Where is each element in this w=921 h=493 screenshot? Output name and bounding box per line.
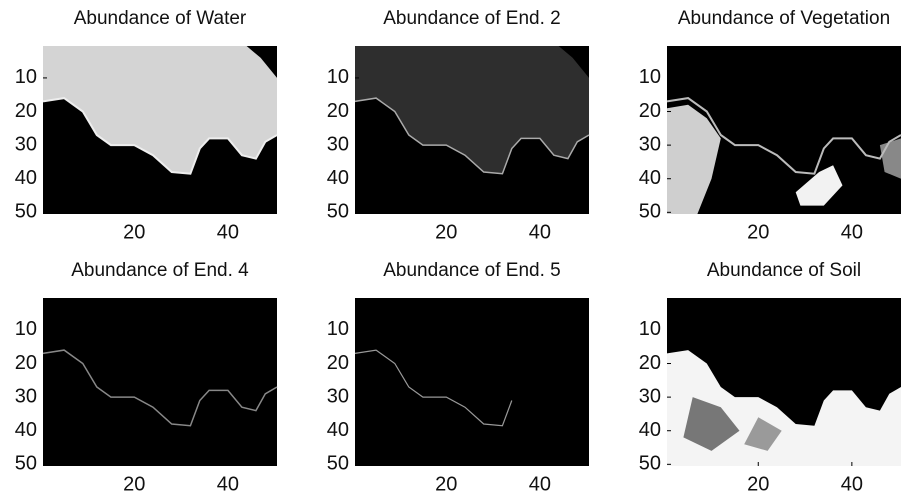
x-tick-label: 20 — [123, 221, 145, 243]
abundance-edge — [42, 349, 278, 427]
abundance-edge — [354, 349, 513, 427]
y-tick-label: 50 — [639, 201, 661, 223]
panel: Abundance of Soil 10 20 30 40 50 20 40 — [639, 260, 901, 493]
panel-title: Abundance of End. 2 — [383, 8, 560, 29]
x-tick-label: 40 — [529, 221, 551, 243]
x-tick-label: 40 — [217, 473, 239, 493]
y-tick-label: 20 — [15, 352, 37, 374]
y-tick-label: 10 — [639, 318, 661, 340]
y-tick-label: 40 — [639, 419, 661, 441]
abundance-region — [43, 46, 277, 174]
y-tick-label: 20 — [327, 352, 349, 374]
x-tick-label: 20 — [435, 473, 457, 493]
panel: Abundance of End. 4 10 20 30 40 50 20 40 — [15, 260, 278, 493]
x-tick-label: 40 — [841, 473, 863, 493]
panel-title: Abundance of End. 5 — [383, 260, 560, 281]
abundance-region — [355, 46, 589, 174]
panel-title: Abundance of Water — [74, 8, 247, 29]
abundance-edge — [42, 97, 278, 175]
x-tick-label: 40 — [529, 473, 551, 493]
x-tick-label: 40 — [841, 221, 863, 243]
y-tick-label: 20 — [639, 352, 661, 374]
y-tick-label: 30 — [639, 385, 661, 407]
y-tick-label: 20 — [639, 100, 661, 122]
y-tick-label: 50 — [327, 201, 349, 223]
y-tick-label: 20 — [15, 100, 37, 122]
abundance-region — [683, 397, 740, 451]
abundance-edge — [666, 97, 902, 175]
y-tick-label: 10 — [639, 66, 661, 88]
abundance-edge — [354, 97, 590, 175]
y-tick-label: 50 — [639, 453, 661, 475]
panel: Abundance of End. 5 10 20 30 40 50 20 40 — [327, 260, 589, 493]
abundance-region — [795, 165, 843, 206]
panel-title: Abundance of Vegetation — [678, 8, 890, 29]
y-tick-label: 10 — [327, 318, 349, 340]
y-tick-label: 30 — [639, 133, 661, 155]
x-tick-label: 20 — [123, 473, 145, 493]
y-tick-label: 40 — [15, 167, 37, 189]
y-tick-label: 40 — [327, 419, 349, 441]
panel: Abundance of Vegetation 10 20 30 40 50 20 40 — [639, 8, 902, 243]
panel-title: Abundance of End. 4 — [71, 260, 249, 281]
y-tick-label: 50 — [15, 453, 37, 475]
x-tick-label: 20 — [435, 221, 457, 243]
y-tick-label: 30 — [15, 133, 37, 155]
image-background — [355, 298, 589, 466]
y-tick-label: 10 — [15, 318, 37, 340]
panel-title: Abundance of Soil — [707, 260, 861, 281]
abundance-region — [744, 417, 782, 451]
y-tick-label: 40 — [15, 419, 37, 441]
y-tick-label: 30 — [15, 385, 37, 407]
x-tick-label: 20 — [747, 473, 769, 493]
x-tick-label: 20 — [747, 221, 769, 243]
y-tick-label: 30 — [327, 385, 349, 407]
y-tick-label: 40 — [327, 167, 349, 189]
y-tick-label: 20 — [327, 100, 349, 122]
y-tick-label: 30 — [327, 133, 349, 155]
y-tick-label: 40 — [639, 167, 661, 189]
image-background — [43, 298, 277, 466]
y-tick-label: 10 — [15, 66, 37, 88]
panel: Abundance of End. 2 10 20 30 40 50 20 40 — [327, 8, 590, 243]
panel: Abundance of Water 10 20 30 40 50 20 40 — [15, 8, 278, 243]
y-tick-label: 10 — [327, 66, 349, 88]
y-tick-label: 50 — [15, 201, 37, 223]
abundance-region — [667, 104, 721, 214]
x-tick-label: 40 — [217, 221, 239, 243]
y-tick-label: 50 — [327, 453, 349, 475]
